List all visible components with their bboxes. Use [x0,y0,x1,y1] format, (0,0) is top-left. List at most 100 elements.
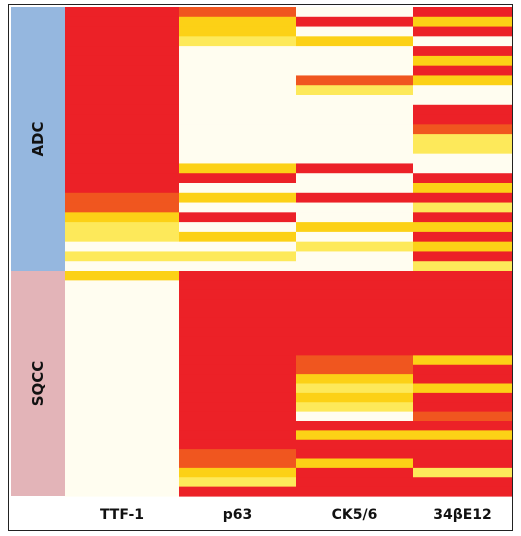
heatmap-cell-adc-r4-c4 [413,36,512,47]
heatmap-cell-adc-r9-c2 [179,85,296,96]
heatmap-cell-sqcc-r4-c4 [413,299,512,310]
heatmap-cell-adc-r26-c2 [179,251,296,262]
heatmap-cell-sqcc-r19-c4 [413,439,512,450]
heatmap-cell-adc-r24-c1 [65,231,179,243]
heatmap-cell-adc-r17-c3 [296,163,413,174]
heatmap-cell-sqcc-r2-c1 [65,280,179,291]
heatmap-cell-adc-r25-c2 [179,241,296,253]
heatmap-cell-adc-r25-c3 [296,241,413,253]
heatmap-cell-adc-r19-c1 [65,183,179,194]
heatmap-cell-sqcc-r17-c2 [179,421,296,431]
heatmap-cell-sqcc-r7-c2 [179,327,296,338]
heatmap-cell-sqcc-r23-c3 [296,477,413,488]
heatmap-cell-sqcc-r1-c3 [296,271,413,281]
heatmap-cell-sqcc-r3-c1 [65,289,179,300]
heatmap-cell-sqcc-r24-c1 [65,486,179,497]
heatmap-cells [65,7,512,497]
heatmap-cell-sqcc-r14-c3 [296,392,413,403]
heatmap-cell-sqcc-r19-c3 [296,439,413,450]
group-band-sqcc [11,271,65,496]
heatmap-cell-adc-r17-c4 [413,163,512,174]
heatmap-cell-sqcc-r16-c1 [65,411,179,422]
heatmap-cell-adc-r25-c1 [65,241,179,253]
heatmap-cell-sqcc-r17-c3 [296,421,413,431]
heatmap-cell-adc-r27-c4 [413,261,512,272]
heatmap-cell-adc-r19-c2 [179,183,296,194]
heatmap-cell-adc-r4-c2 [179,36,296,47]
heatmap-cell-sqcc-r5-c3 [296,308,413,319]
heatmap-cell-sqcc-r24-c4 [413,486,512,497]
heatmap-cell-adc-r12-c3 [296,114,413,125]
heatmap-cell-adc-r21-c4 [413,202,512,213]
heatmap-cell-sqcc-r1-c1 [65,271,179,281]
heatmap-cell-adc-r4-c3 [296,36,413,47]
heatmap-cell-adc-r14-c4 [413,134,512,145]
heatmap-cell-sqcc-r16-c3 [296,411,413,422]
heatmap-cell-adc-r13-c3 [296,124,413,135]
heatmap-cell-adc-r21-c2 [179,202,296,213]
heatmap-cell-sqcc-r7-c4 [413,327,512,338]
heatmap-cell-sqcc-r11-c2 [179,364,296,375]
heatmap-cell-adc-r8-c2 [179,75,296,86]
heatmap-cell-sqcc-r9-c4 [413,346,512,356]
heatmap-cell-sqcc-r4-c3 [296,299,413,310]
heatmap-cell-adc-r11-c1 [65,104,179,116]
heatmap-cell-adc-r10-c3 [296,95,413,106]
heatmap-cell-adc-r23-c1 [65,222,179,233]
heatmap-cell-adc-r1-c1 [65,7,179,18]
heatmap-cell-adc-r15-c3 [296,143,413,155]
heatmap-cell-sqcc-r3-c4 [413,289,512,300]
heatmap-cell-adc-r20-c4 [413,192,512,204]
heatmap-cell-adc-r21-c3 [296,202,413,213]
heatmap-cell-adc-r24-c2 [179,231,296,243]
heatmap-cell-adc-r18-c2 [179,173,296,184]
heatmap-cell-adc-r22-c3 [296,212,413,223]
group-bands: ADC SQCC [11,7,65,496]
heatmap-cell-adc-r5-c2 [179,46,296,57]
heatmap-cell-sqcc-r8-c4 [413,336,512,347]
heatmap-cell-adc-r3-c1 [65,26,179,37]
heatmap-cell-adc-r10-c1 [65,95,179,106]
heatmap-cell-adc-r16-c1 [65,153,179,165]
heatmap-cell-adc-r3-c3 [296,26,413,37]
group-label-adc: ADC [29,121,47,156]
heatmap-cell-adc-r8-c4 [413,75,512,86]
heatmap-cell-adc-r1-c3 [296,7,413,18]
heatmap-cell-sqcc-r10-c2 [179,355,296,366]
heatmap-cell-adc-r2-c1 [65,16,179,28]
heatmap-cell-sqcc-r23-c2 [179,477,296,488]
heatmap-cell-sqcc-r21-c4 [413,458,512,469]
heatmap-cell-adc-r18-c1 [65,173,179,184]
heatmap-cell-sqcc-r10-c4 [413,355,512,366]
heatmap-cell-sqcc-r11-c4 [413,364,512,375]
heatmap-cell-adc-r7-c3 [296,65,413,77]
heatmap-cell-sqcc-r12-c2 [179,374,296,385]
heatmap-cell-sqcc-r3-c3 [296,289,413,300]
column-label-3: CK5/6 [332,507,378,523]
heatmap-cell-adc-r2-c2 [179,16,296,28]
heatmap-cell-adc-r3-c4 [413,26,512,37]
heatmap-cell-adc-r20-c2 [179,192,296,204]
heatmap-cell-adc-r6-c3 [296,55,413,67]
heatmap-cell-adc-r9-c1 [65,85,179,96]
heatmap-cell-adc-r3-c2 [179,26,296,37]
column-label-2: p63 [223,507,253,523]
heatmap-cell-adc-r19-c4 [413,183,512,194]
heatmap-cell-sqcc-r20-c3 [296,449,413,460]
heatmap-cell-sqcc-r12-c4 [413,374,512,385]
heatmap-cell-sqcc-r4-c2 [179,299,296,310]
heatmap-cell-adc-r22-c4 [413,212,512,223]
heatmap-cell-adc-r12-c2 [179,114,296,125]
heatmap-cell-sqcc-r1-c4 [413,271,512,281]
heatmap-cell-sqcc-r23-c4 [413,477,512,488]
heatmap-cell-sqcc-r13-c3 [296,383,413,394]
heatmap-cell-adc-r16-c4 [413,153,512,165]
heatmap-cell-adc-r9-c4 [413,85,512,96]
heatmap-cell-sqcc-r11-c3 [296,364,413,375]
heatmap-cell-sqcc-r21-c2 [179,458,296,469]
heatmap-cell-adc-r25-c4 [413,241,512,253]
heatmap-cell-adc-r16-c3 [296,153,413,165]
heatmap-cell-sqcc-r14-c4 [413,392,512,403]
heatmap-cell-sqcc-r5-c1 [65,308,179,319]
heatmap-cell-adc-r15-c1 [65,143,179,155]
